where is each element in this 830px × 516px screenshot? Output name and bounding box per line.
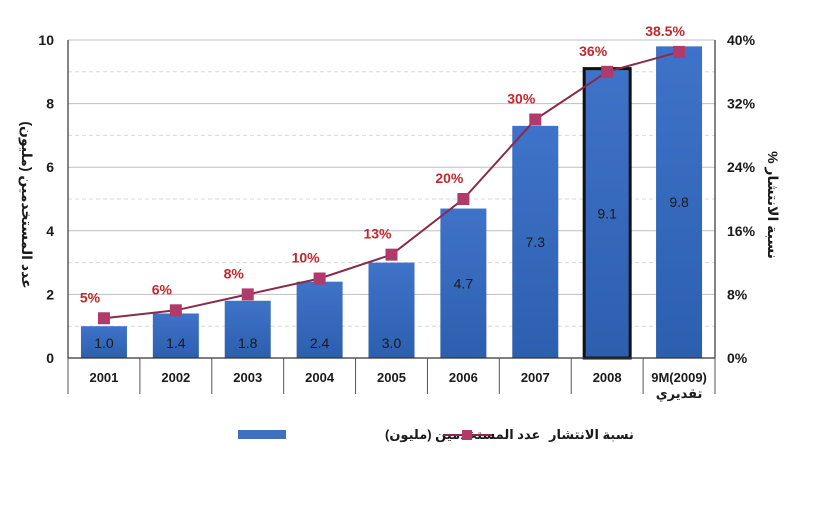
y-left-tick-label: 8 — [46, 96, 54, 112]
x-tick-label: 2006 — [449, 370, 478, 385]
bar-series — [80, 46, 703, 360]
bar-value-label: 1.0 — [94, 335, 114, 351]
line-marker — [601, 65, 614, 78]
x-tick-label: 2002 — [161, 370, 190, 385]
line-value-label: 10% — [292, 250, 321, 266]
bar — [656, 46, 703, 359]
y-right-tick-label: 32% — [727, 96, 756, 112]
y-right-axis-title: نسبة الانتشار % — [765, 151, 781, 259]
x-tick-label: 9M(2009) — [651, 370, 707, 385]
bar-value-label: 1.4 — [166, 335, 186, 351]
line-value-label: 6% — [152, 281, 173, 297]
y-left-tick-label: 4 — [46, 223, 54, 239]
bar — [512, 125, 559, 358]
line-marker — [529, 113, 542, 126]
data-labels: 1.0 1.4 1.8 2.4 3.0 4.7 7.3 9.1 9.8 5% 6% 8% 10% 13% 2… — [80, 23, 689, 351]
line-value-label: 20% — [435, 170, 464, 186]
bar-value-label: 7.3 — [526, 234, 546, 250]
y-right-tick-label: 40% — [727, 32, 756, 48]
y-right-tick-label: 0% — [727, 350, 748, 366]
x-tick-label: 2007 — [521, 370, 550, 385]
x-tick-label: 2005 — [377, 370, 406, 385]
line-marker — [457, 193, 470, 205]
bar-value-label: 9.1 — [597, 205, 617, 221]
bar-value-label: 3.0 — [382, 335, 402, 351]
line-marker — [241, 288, 254, 301]
bar-value-label: 4.7 — [454, 275, 474, 291]
line-marker — [169, 304, 182, 317]
bar — [440, 208, 487, 358]
y-left-tick-label: 6 — [46, 159, 54, 175]
line-marker — [673, 45, 686, 58]
bar-value-label: 1.8 — [238, 335, 258, 351]
line-value-label: 38.5% — [645, 23, 685, 39]
legend-bar-swatch — [238, 430, 286, 439]
x-tick-label: 2001 — [89, 370, 118, 385]
legend: عدد المستخدمين (مليون) نسبة الانتشار — [238, 427, 634, 442]
y-left-tick-label: 2 — [46, 286, 54, 302]
legend-line-marker — [462, 430, 472, 440]
bar-value-label: 2.4 — [310, 335, 330, 351]
line-value-label: 30% — [507, 91, 536, 107]
x-tick-label: 2004 — [305, 370, 335, 385]
legend-line-label: نسبة الانتشار — [548, 427, 634, 442]
line-marker — [385, 248, 398, 261]
line-series — [97, 45, 686, 325]
bar-value-label: 9.8 — [669, 194, 689, 210]
line-value-label: 5% — [80, 289, 101, 305]
bar — [224, 300, 271, 358]
y-left-tick-label: 10 — [38, 32, 54, 48]
bar — [152, 313, 199, 358]
x-tick-note: تقديري — [656, 386, 703, 401]
y-right-tick-label: 16% — [727, 223, 756, 239]
y-right-tick-label: 8% — [727, 286, 748, 302]
line-marker — [313, 272, 326, 285]
line-value-label: 13% — [363, 226, 392, 242]
bar — [368, 262, 415, 358]
x-tick-label: 2003 — [233, 370, 262, 385]
bar — [296, 281, 343, 358]
line-value-label: 8% — [224, 265, 245, 281]
y-right-tick-label: 24% — [727, 159, 756, 175]
line-marker — [97, 312, 110, 325]
x-tick-label: 2008 — [593, 370, 622, 385]
axes: 0 2 4 6 8 10 0% 8% 16% 24% 32% 40% 2001 2002 2003 2004 2… — [38, 32, 755, 401]
y-left-axis-title: عدد المستخدمين (مليون) — [18, 121, 35, 288]
line-value-label: 36% — [579, 43, 608, 59]
bar — [80, 326, 127, 358]
y-left-tick-label: 0 — [46, 350, 54, 366]
